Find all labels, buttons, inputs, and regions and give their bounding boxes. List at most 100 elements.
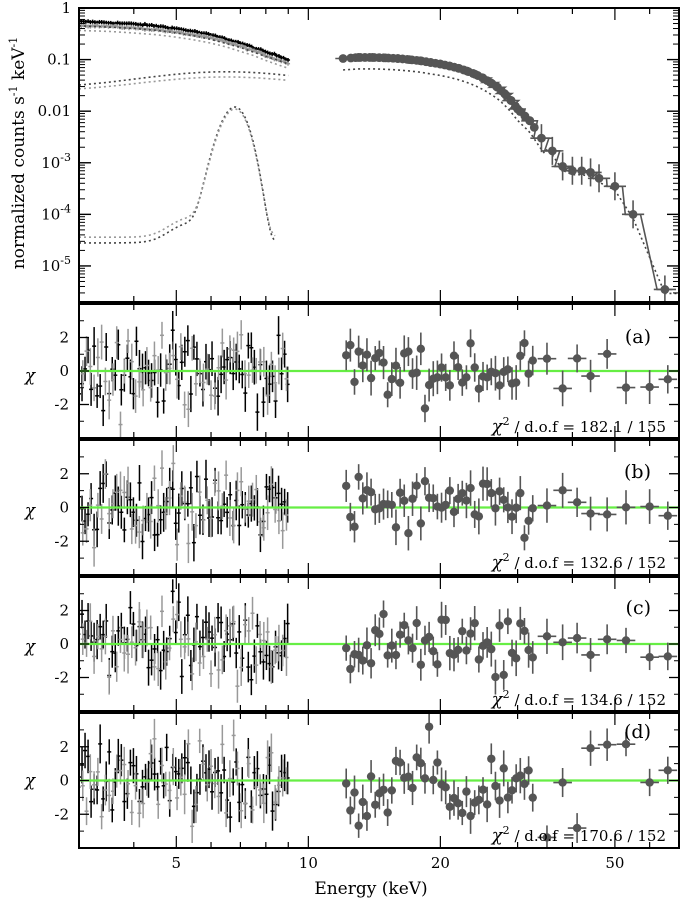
residual-point	[499, 670, 508, 680]
residual-point	[379, 785, 388, 794]
residual-point	[391, 650, 401, 660]
residual-point	[420, 477, 430, 486]
residual-point	[462, 646, 471, 655]
residual-point	[524, 766, 533, 775]
residual-point	[408, 783, 417, 793]
fit-stat-b: χ2 / d.o.f = 132.6 / 152	[490, 551, 666, 573]
residual-point	[362, 811, 372, 821]
residual-point	[458, 626, 467, 636]
y-tick-label: 0.01	[38, 102, 71, 120]
residual-point	[499, 495, 508, 504]
residual-point	[342, 779, 351, 788]
residual-point	[572, 823, 582, 833]
residual-point	[366, 373, 376, 383]
spectrum-plot-area	[79, 18, 679, 302]
y-tick-label: -2	[54, 669, 69, 687]
residual-point	[404, 772, 413, 781]
x-tick-label: 50	[605, 854, 624, 872]
residual-point	[404, 636, 413, 645]
panel-label-c: (c)	[626, 597, 651, 619]
residual-point	[466, 483, 475, 493]
data-point	[537, 133, 546, 143]
residual-point	[520, 533, 529, 543]
residual-point	[424, 380, 434, 390]
residual-point	[412, 618, 421, 628]
residual-point	[342, 351, 351, 360]
residual-point	[387, 641, 397, 650]
panel-label-d: (d)	[624, 721, 651, 743]
residual-point	[474, 655, 484, 664]
residual-point	[453, 799, 463, 808]
residual-point	[346, 806, 355, 815]
resid-b-y-axis-title: χ	[24, 501, 37, 521]
residual-point	[516, 771, 525, 780]
residual-plot-area-a	[79, 310, 679, 438]
residual-point	[462, 496, 471, 505]
y-tick-label: 2	[59, 465, 69, 483]
residual-point	[424, 632, 434, 642]
spectrum-y-axis-title: normalized counts s-1 keV-1	[7, 37, 29, 270]
ylabel-sup1: -1	[7, 85, 20, 96]
residual-point	[449, 351, 459, 360]
model-line	[79, 24, 288, 64]
residual-point	[466, 629, 475, 638]
residual-point	[528, 356, 537, 365]
residual-point	[371, 800, 380, 809]
x-tick-label: 10	[299, 854, 318, 872]
residual-point	[511, 654, 521, 663]
residual-point	[586, 509, 595, 518]
iron-line-component-grey	[79, 108, 276, 238]
y-tick-label: 0.1	[47, 51, 71, 69]
y-tick-label: 0	[59, 772, 69, 790]
residual-point	[366, 772, 376, 781]
residual-point	[408, 643, 417, 653]
y-tick-label: 10-5	[41, 254, 71, 275]
residual-point	[478, 785, 488, 794]
residual-point	[499, 764, 508, 773]
residual-point	[366, 659, 376, 668]
x-tick-label: 5	[172, 854, 182, 872]
residual-point	[395, 378, 405, 387]
iron-line-component	[79, 106, 276, 244]
fit-stat-a: χ2 / d.o.f = 182.1 / 155	[490, 415, 666, 437]
x-axis-title: Energy (keV)	[314, 879, 427, 899]
residual-point	[441, 373, 450, 382]
residual-point	[511, 378, 521, 387]
residual-point	[482, 479, 492, 489]
residual-point	[466, 811, 475, 821]
data-point	[628, 209, 638, 219]
residual-point	[482, 638, 492, 647]
fit-stat-d: χ2 / d.o.f = 170.6 / 152	[490, 824, 666, 846]
residual-point	[433, 660, 442, 669]
residual-point	[375, 348, 384, 358]
residual-point	[358, 494, 367, 503]
residual-point	[404, 529, 413, 538]
residual-point	[663, 766, 672, 775]
panels: 1 0.1 0.01 10-3 10-4 10-5 -2 0 2 -2 0 2 -2 0 2 -2 0 2 5 10 2…	[38, 0, 680, 872]
residual-point	[350, 377, 359, 387]
residual-point	[383, 390, 392, 399]
residual-point	[383, 651, 392, 660]
fit-stat-c: χ2 / d.o.f = 134.6 / 152	[490, 688, 666, 710]
data-point	[547, 146, 557, 156]
residual-point	[429, 493, 438, 503]
residual-point	[342, 643, 351, 653]
residual-point	[441, 783, 450, 792]
residual-point	[487, 488, 496, 498]
residual-point	[470, 618, 479, 628]
residual-point	[358, 361, 367, 370]
residual-point	[412, 481, 421, 490]
residual-point	[466, 339, 475, 348]
residual-point	[387, 786, 397, 795]
y-tick-label: 0	[59, 499, 69, 517]
data-point	[558, 162, 568, 171]
residual-point	[474, 384, 484, 393]
residual-point	[391, 523, 401, 532]
residual-point	[663, 375, 672, 384]
resid-c-y-axis-title: χ	[24, 637, 37, 657]
residual-point	[542, 632, 552, 641]
residual-point	[404, 347, 413, 356]
residual-point	[437, 363, 446, 372]
residual-point	[375, 629, 384, 639]
residual-point	[645, 382, 654, 392]
